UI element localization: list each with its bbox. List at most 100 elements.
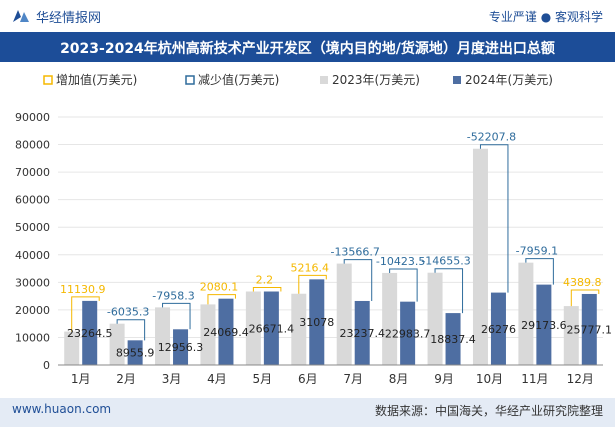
bar-2024 [218,298,234,365]
change-connector [570,289,600,307]
bar-2024-value-label: 24069.4 [203,326,249,339]
title-bar [0,32,615,62]
bar-2024-value-label: 18837.4 [430,333,476,346]
bar-2023 [109,323,125,365]
footer-bar [0,398,615,427]
data-labels: 11130.9 23264.5 -6035.3 8955.9 -7958.3 12956.… [60,131,612,360]
legend-2023-label: 2023年(万美元) [332,73,420,87]
chart-title: 2023-2024年杭州高新技术产业开发区（境内目的地/货源地）月度进出口总额 [60,41,555,57]
x-tick-label: 6月 [298,372,318,386]
change-connector [71,296,100,332]
x-tick-label: 11月 [521,372,548,386]
x-tick-label: 10月 [476,372,503,386]
bar-2023 [336,263,352,365]
change-value-label: -7959.1 [516,245,558,258]
change-connector [389,268,418,302]
change-connectors [71,144,600,341]
legend-decrease-label: 减少值(万美元) [198,72,279,87]
bar-2024 [354,300,370,365]
bar-2024 [490,292,506,365]
change-value-label: 2080.1 [200,281,239,294]
change-connector [162,302,191,330]
bar-2023 [382,272,398,365]
change-connector [525,258,554,285]
bar-2023 [155,307,171,365]
y-tick-label: 20000 [15,304,50,317]
bar-2024-value-label: 26671.4 [249,322,295,335]
bar-2024 [581,293,597,365]
y-axis: 0 10000 20000 30000 40000 50000 60000 70000 8000… [15,111,50,372]
chart-legend: 增加值(万美元) 减少值(万美元) 2023年(万美元) 2024年(万美元) [43,72,553,87]
bar-2024-value-label: 12956.3 [158,341,204,354]
bar-2023 [64,331,80,365]
grid-lines [58,116,603,338]
change-value-label: -13566.7 [330,246,379,259]
change-value-label: -6035.3 [107,306,149,319]
x-tick-label: 3月 [162,372,182,386]
x-tick-label: 5月 [253,372,273,386]
bar-2024 [445,313,461,365]
bar-2024-value-label: 8955.9 [116,347,155,360]
slogan: 专业严谨 ● 客观科学 [488,10,603,24]
change-value-label: -10423.5 [376,255,425,268]
x-tick-label: 1月 [71,372,91,386]
bars [64,148,597,365]
change-connector [116,319,146,341]
y-tick-label: 10000 [15,331,50,344]
x-tick-label: 12月 [567,372,594,386]
legend-decrease-swatch [185,75,195,85]
bar-2024 [400,301,416,365]
legend-2024-swatch [453,76,461,84]
top-bar: 华经情报网 专业严谨 ● 客观科学 [0,0,615,32]
brand-name: 华经情报网 [36,11,102,26]
change-connector [479,144,509,293]
change-value-label: 11130.9 [60,283,106,296]
change-connector [343,259,373,301]
bar-2024 [536,284,552,365]
change-connector [207,294,236,305]
site-url[interactable]: www.huaon.com [12,402,112,416]
change-value-label: 5216.4 [291,261,330,274]
x-tick-label: 8月 [389,372,409,386]
bar-2024 [263,291,279,365]
y-tick-label: 90000 [15,111,50,124]
change-connector [298,274,327,294]
change-value-label: 4389.8 [563,276,602,289]
bar-2024 [309,279,325,365]
y-tick-label: 40000 [15,249,50,262]
change-value-label: 2.2 [256,274,274,287]
bar-2023 [518,262,534,365]
legend-increase-swatch [43,75,53,85]
bar-2024-value-label: 22983.7 [385,327,431,340]
y-tick-label: 30000 [15,276,50,289]
y-tick-label: 50000 [15,221,50,234]
change-value-label: -14655.3 [421,255,470,268]
bar-2023 [200,304,216,365]
legend-2024-label: 2024年(万美元) [465,73,553,87]
bar-2023 [245,291,261,365]
x-tick-label: 4月 [207,372,227,386]
data-source: 数据来源：中国海关，华经产业研究院整理 [374,404,603,418]
bar-2023 [472,148,488,365]
change-connector [252,287,282,292]
legend-increase-label: 增加值(万美元) [56,72,137,87]
bar-2024 [82,300,98,365]
change-connector [434,268,464,314]
bar-chart: 增加值(万美元) 减少值(万美元) 2023年(万美元) 2024年(万美元) … [15,72,612,386]
x-tick-label: 2月 [116,372,136,386]
bar-2023 [427,272,443,365]
bar-2023 [563,306,579,365]
y-tick-label: 0 [43,359,50,372]
legend-2023-swatch [320,76,328,84]
bar-2024-value-label: 25777.1 [567,323,613,336]
bar-2024-value-label: 23264.5 [67,327,113,340]
bar-2024-value-label: 23237.4 [339,327,385,340]
bar-2024-value-label: 29173.6 [521,319,567,332]
huajing-logo-icon [13,10,29,22]
change-value-label: -52207.8 [467,131,516,144]
y-tick-label: 80000 [15,139,50,152]
x-axis: 1月 2月 3月 4月 5月 6月 7月 8月 9月 10月 11月 12月 [58,364,603,386]
x-tick-label: 7月 [343,372,363,386]
bar-2024 [127,340,143,365]
x-tick-label: 9月 [434,372,454,386]
